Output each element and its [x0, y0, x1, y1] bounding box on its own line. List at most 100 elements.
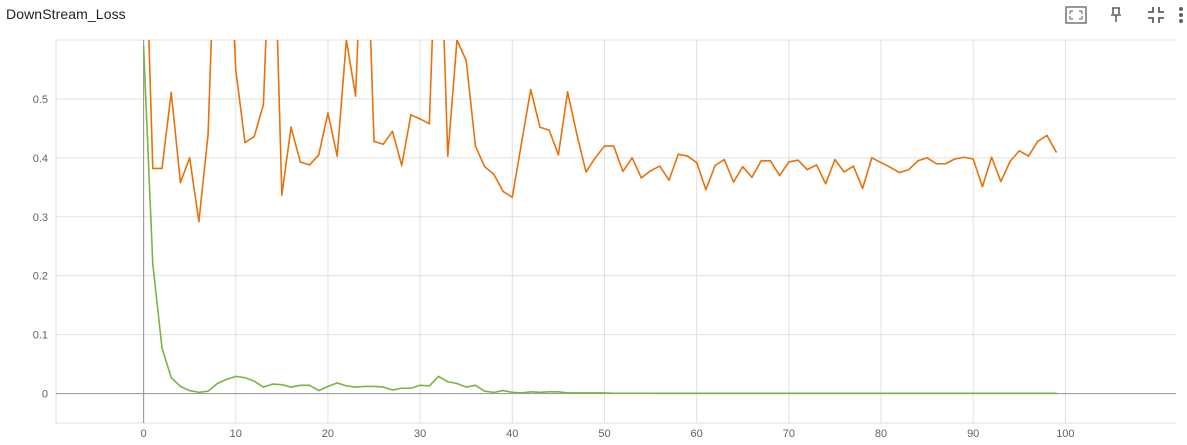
series-0-point — [188, 157, 191, 159]
series-0-point — [631, 157, 633, 159]
series-1-point — [760, 392, 762, 395]
series-1-point — [400, 387, 403, 390]
series-0-point — [151, 167, 154, 170]
series-0-point — [917, 159, 919, 162]
series-0-point — [170, 91, 173, 94]
fit-domain-button[interactable] — [1063, 4, 1089, 30]
series-1-point — [981, 392, 984, 395]
x-tick-label: 60 — [691, 428, 703, 440]
series-0-point — [622, 170, 624, 173]
series-0-point — [898, 171, 901, 174]
series-0-point — [327, 112, 329, 114]
y-tick-label: 0.3 — [33, 212, 48, 224]
series-1-point — [216, 382, 219, 385]
series-1-point — [732, 392, 735, 395]
series-0-point — [815, 164, 818, 166]
series-0-point — [990, 156, 993, 159]
series-1-point — [1009, 392, 1011, 395]
series-1-point — [953, 392, 956, 395]
series-1-point — [566, 392, 569, 394]
series-0-point — [658, 165, 661, 167]
series-0-point — [926, 157, 928, 159]
series-1-point — [465, 386, 468, 388]
series-1-point — [151, 263, 154, 265]
x-tick-label: 40 — [506, 428, 518, 440]
x-tick-label: 20 — [322, 428, 334, 440]
x-tick-label: 50 — [598, 428, 610, 440]
series-0-point — [345, 40, 348, 41]
series-1-point — [603, 392, 606, 394]
collapse-button[interactable] — [1143, 4, 1169, 30]
series-1-point — [364, 385, 366, 388]
series-1-point — [281, 383, 283, 386]
series-0-point — [308, 164, 311, 166]
series-0-point — [732, 181, 735, 183]
series-1-point — [520, 392, 523, 394]
series-1-point — [871, 392, 873, 395]
series-0-point — [834, 158, 836, 161]
series-0-point — [290, 126, 292, 129]
series-1-point — [585, 392, 587, 394]
series-1-point — [686, 392, 689, 395]
series-1-point — [668, 392, 670, 395]
series-1-point — [972, 392, 975, 395]
series-1-point — [419, 384, 421, 387]
series-0-point — [299, 161, 302, 163]
series-1-point — [493, 391, 495, 394]
pin-icon — [1108, 6, 1124, 29]
series-1-point — [889, 392, 892, 395]
series-0-point — [640, 177, 643, 179]
series-0-point — [889, 166, 892, 169]
series-1-point — [926, 392, 928, 395]
series-0-point — [594, 157, 597, 159]
series-0-point — [797, 159, 799, 162]
series-0-point — [1009, 160, 1011, 163]
series-1-point — [428, 385, 431, 387]
chart-title: DownStream_Loss — [6, 6, 126, 22]
series-0-point — [861, 187, 864, 190]
series-0-point — [391, 130, 394, 133]
tick-labels: 0 10 20 30 40 50 60 70 80 90 100 0 0.1 0.2 0.3 0.4 0.5 — [33, 94, 1075, 440]
series-lines — [142, 40, 1057, 395]
x-tick-label: 30 — [414, 428, 426, 440]
series-1-point — [391, 389, 394, 391]
x-tick-label: 100 — [1056, 428, 1074, 440]
series-0-point — [677, 153, 680, 156]
series-1-point — [207, 390, 209, 392]
series-0-point — [852, 165, 855, 167]
series-1-point — [631, 392, 633, 395]
series-0-point — [612, 145, 615, 147]
series-1-point — [880, 392, 882, 395]
more-options-button[interactable] — [1175, 4, 1187, 30]
more-vert-icon — [1178, 6, 1184, 29]
series-1-point — [658, 392, 661, 395]
series-1-point — [622, 392, 624, 395]
series-0-point — [1000, 180, 1002, 183]
pin-button[interactable] — [1103, 4, 1129, 30]
series-0-point — [234, 68, 237, 71]
series-1-point — [741, 392, 744, 395]
series-0-point — [446, 155, 449, 157]
series-0-point — [751, 176, 753, 179]
series-1-point — [935, 392, 938, 395]
series-0-point — [161, 167, 163, 170]
series-1-point — [437, 375, 440, 378]
series-0-point — [695, 161, 698, 164]
series-0-point — [336, 155, 338, 157]
series-1-point — [963, 392, 965, 395]
series-1-point — [446, 380, 449, 383]
series-0-point — [493, 173, 495, 176]
series-1-point — [345, 385, 348, 387]
series-1-point — [529, 390, 532, 393]
series-0-point — [539, 126, 541, 129]
series-1-point — [161, 347, 163, 349]
series-1-point — [1046, 392, 1048, 395]
series-1-point — [797, 392, 799, 395]
series-0-point — [354, 95, 357, 97]
series-1-point — [898, 392, 901, 395]
series-1-point — [456, 382, 458, 385]
series-1-point — [502, 389, 504, 392]
series-0-point — [520, 142, 523, 144]
series-1-point — [824, 392, 827, 395]
series-0-point — [502, 190, 504, 193]
